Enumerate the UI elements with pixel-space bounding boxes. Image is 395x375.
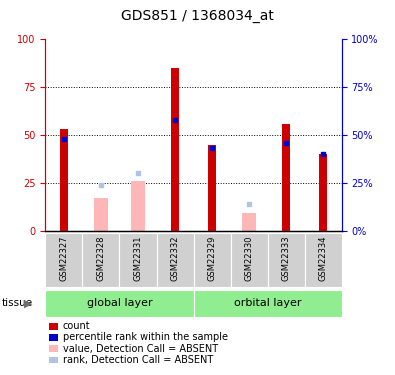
Text: GSM22334: GSM22334: [319, 236, 328, 281]
Bar: [231, 232, 268, 287]
Bar: [194, 232, 231, 287]
Text: GSM22329: GSM22329: [207, 236, 216, 281]
Text: count: count: [63, 321, 90, 331]
Bar: [282, 123, 290, 231]
Text: GSM22333: GSM22333: [282, 236, 291, 281]
Text: GSM22331: GSM22331: [134, 236, 143, 281]
Text: tissue: tissue: [2, 298, 33, 308]
Bar: [242, 213, 256, 231]
Bar: [268, 232, 305, 287]
Bar: [305, 232, 342, 287]
Bar: [60, 129, 68, 231]
Text: GSM22330: GSM22330: [245, 236, 254, 281]
Text: GSM22328: GSM22328: [96, 236, 105, 281]
Bar: [45, 290, 194, 317]
Text: value, Detection Call = ABSENT: value, Detection Call = ABSENT: [63, 344, 218, 354]
Bar: [319, 154, 327, 231]
Text: GSM22327: GSM22327: [59, 236, 68, 281]
Bar: [120, 232, 156, 287]
Text: orbital layer: orbital layer: [234, 298, 301, 308]
Bar: [171, 68, 179, 231]
Bar: [94, 198, 108, 231]
Bar: [45, 232, 83, 287]
Text: global layer: global layer: [87, 298, 152, 308]
Text: rank, Detection Call = ABSENT: rank, Detection Call = ABSENT: [63, 355, 213, 365]
Bar: [156, 232, 194, 287]
Bar: [194, 290, 342, 317]
Text: GDS851 / 1368034_at: GDS851 / 1368034_at: [121, 9, 274, 23]
Text: GSM22332: GSM22332: [171, 236, 180, 281]
Bar: [131, 181, 145, 231]
Text: percentile rank within the sample: percentile rank within the sample: [63, 333, 228, 342]
Text: ▶: ▶: [24, 298, 33, 308]
Bar: [208, 145, 216, 231]
Bar: [83, 232, 120, 287]
